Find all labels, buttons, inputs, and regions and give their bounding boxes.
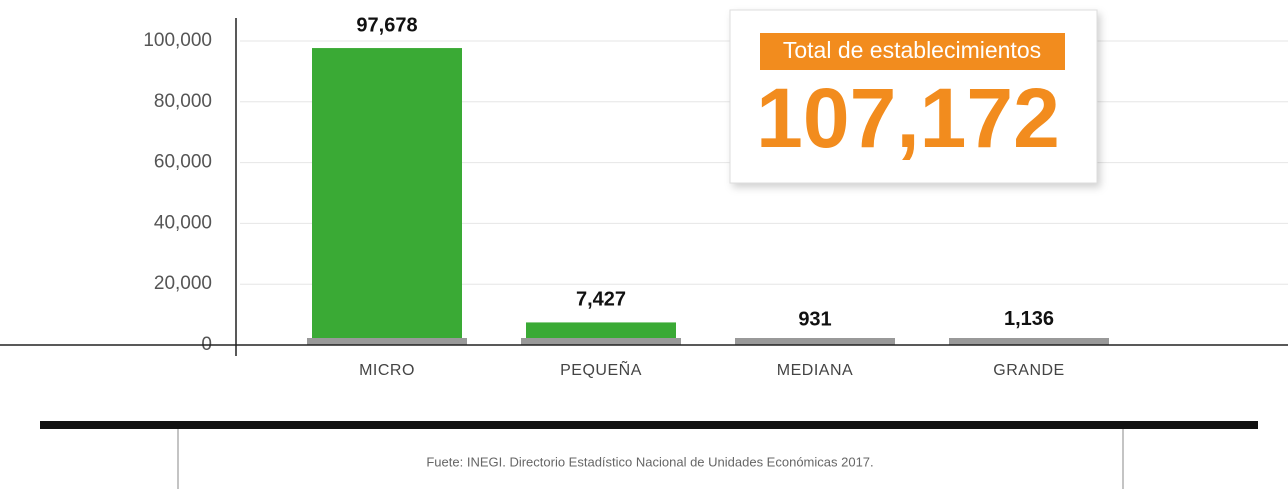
source: Fuete: INEGI. Directorio Estadístico Nac… — [426, 454, 873, 469]
y-tick-label: 100,000 — [143, 30, 212, 51]
y-tick-label: 60,000 — [154, 152, 212, 173]
y-tick-label: 80,000 — [154, 91, 212, 112]
total-value: 107,172 — [756, 71, 1060, 165]
total-label-bg — [760, 33, 1065, 70]
x-tick-label: PEQUEÑA — [560, 359, 642, 379]
x-tick-label: GRANDE — [993, 362, 1064, 379]
bar-base — [949, 338, 1109, 345]
value-label: 1,136 — [1004, 308, 1054, 330]
value-label: 7,427 — [576, 289, 626, 311]
bar-base — [307, 338, 467, 345]
plot-area: 020,00040,00060,00080,000100,00097,678MI… — [143, 14, 1288, 379]
x-tick-label: MICRO — [359, 362, 415, 379]
bar-base — [521, 338, 681, 345]
value-label: 931 — [798, 308, 831, 330]
y-tick-label: 20,000 — [154, 273, 212, 294]
value-label: 97,678 — [356, 14, 417, 36]
bar — [312, 48, 462, 346]
bar-base — [735, 338, 895, 345]
total-label: Total de establecimientos — [783, 37, 1041, 63]
footer-rule — [40, 421, 1258, 429]
y-tick-label: 40,000 — [154, 212, 212, 233]
x-tick-label: MEDIANA — [777, 362, 853, 379]
